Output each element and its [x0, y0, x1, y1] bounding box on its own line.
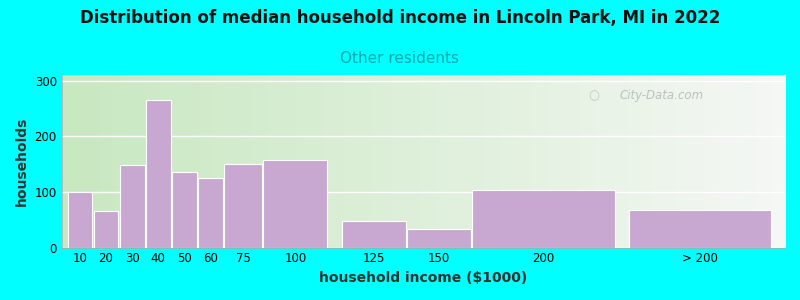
- Bar: [146, 100, 170, 248]
- Text: City-Data.com: City-Data.com: [620, 89, 704, 102]
- Bar: [120, 165, 145, 248]
- Y-axis label: households: households: [15, 117, 29, 206]
- Bar: [224, 164, 262, 248]
- Bar: [94, 212, 118, 248]
- Text: Distribution of median household income in Lincoln Park, MI in 2022: Distribution of median household income …: [80, 9, 720, 27]
- Bar: [263, 160, 327, 248]
- Bar: [67, 192, 92, 248]
- X-axis label: household income ($1000): household income ($1000): [319, 271, 527, 285]
- Text: ○: ○: [588, 89, 598, 102]
- Bar: [629, 210, 771, 248]
- Bar: [198, 178, 223, 247]
- Text: Other residents: Other residents: [341, 51, 459, 66]
- Bar: [342, 221, 406, 247]
- Bar: [472, 190, 614, 247]
- Bar: [172, 172, 197, 248]
- Bar: [407, 229, 471, 248]
